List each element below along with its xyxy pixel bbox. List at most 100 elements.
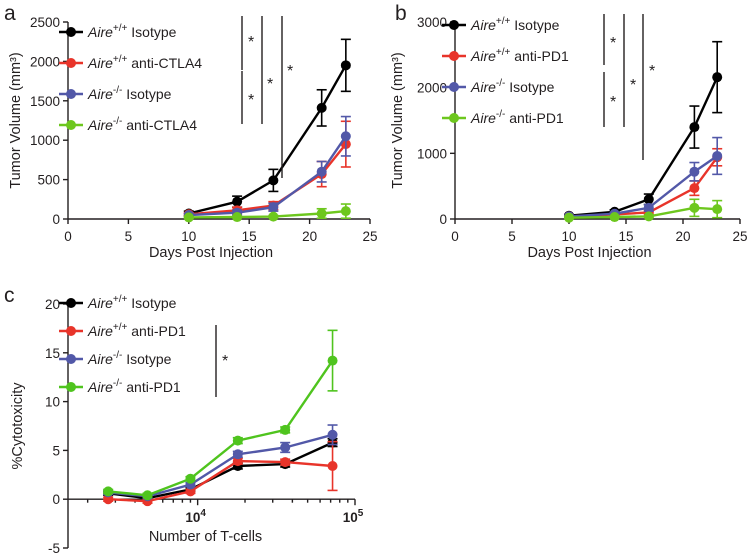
data-point xyxy=(268,211,279,222)
data-point xyxy=(643,211,654,222)
x-tick-exponent: 4 xyxy=(200,508,206,519)
legend-item: Aire-/- Isotype xyxy=(59,85,172,102)
data-point xyxy=(643,202,654,213)
y-axis-label: Tumor Volume (mm³) xyxy=(8,52,24,188)
legend-gene: Aire xyxy=(470,17,496,33)
data-point xyxy=(712,204,723,215)
y-tick-label: 1000 xyxy=(30,133,60,148)
legend-swatch-marker xyxy=(66,89,76,99)
legend-gene: Aire xyxy=(87,323,113,339)
significance-star: * xyxy=(610,94,616,111)
legend-item: Aire-/- Isotype xyxy=(442,78,555,95)
legend-genotype: +/+ xyxy=(113,23,128,34)
legend-label: Aire+/+ anti-PD1 xyxy=(470,47,569,64)
legend-genotype: +/+ xyxy=(113,294,128,305)
legend-label: Aire-/- anti-PD1 xyxy=(470,109,564,126)
x-axis-label: Number of T-cells xyxy=(149,529,262,545)
legend-treatment: anti-CTLA4 xyxy=(122,117,197,133)
legend-treatment: Isotype xyxy=(127,295,176,311)
panel-letter: a xyxy=(4,2,16,25)
y-tick-label: 0 xyxy=(52,212,60,227)
data-point xyxy=(232,196,243,207)
legend-item: Aire+/+ Isotype xyxy=(59,294,177,311)
x-tick-base: 10 xyxy=(185,510,200,525)
legend-item: Aire+/+ anti-PD1 xyxy=(59,322,186,339)
legend-gene: Aire xyxy=(470,48,496,64)
data-point xyxy=(280,457,291,468)
x-tick-label: 10 xyxy=(561,229,576,244)
data-point xyxy=(232,212,243,223)
legend-gene: Aire xyxy=(87,24,113,40)
x-tick-label: 25 xyxy=(362,229,377,244)
series-4 xyxy=(103,329,338,501)
panel-letter: c xyxy=(4,284,15,307)
data-point xyxy=(327,429,338,440)
series-4 xyxy=(564,198,723,223)
legend-item: Aire-/- Isotype xyxy=(59,350,172,367)
y-tick-label: 10 xyxy=(45,395,60,410)
legend-gene: Aire xyxy=(470,110,496,126)
significance-star: * xyxy=(267,76,273,93)
legend-label: Aire-/- Isotype xyxy=(470,78,555,95)
legend-genotype: +/+ xyxy=(113,322,128,333)
legend-treatment: anti-PD1 xyxy=(122,379,181,395)
data-point xyxy=(232,435,243,446)
legend-genotype: -/- xyxy=(113,85,122,96)
legend-treatment: Isotype xyxy=(510,17,559,33)
legend-swatch-marker xyxy=(449,20,459,30)
y-tick-label: 1500 xyxy=(30,94,60,109)
x-tick-label: 20 xyxy=(675,229,690,244)
legend-item: Aire-/- anti-CTLA4 xyxy=(59,116,197,133)
legend-gene: Aire xyxy=(470,79,496,95)
legend-item: Aire+/+ anti-PD1 xyxy=(442,47,569,64)
legend-genotype: -/- xyxy=(113,350,122,361)
data-point xyxy=(268,175,279,186)
x-tick-label: 5 xyxy=(125,229,133,244)
y-tick-label: 15 xyxy=(45,346,60,361)
x-tick-label: 0 xyxy=(64,229,72,244)
data-point xyxy=(316,166,327,177)
significance-star: * xyxy=(248,92,254,109)
legend-label: Aire-/- Isotype xyxy=(87,350,172,367)
series-4 xyxy=(183,203,351,223)
legend-genotype: +/+ xyxy=(496,47,511,58)
series-line xyxy=(108,359,334,497)
data-point xyxy=(712,150,723,161)
legend-swatch-marker xyxy=(66,354,76,364)
legend-gene: Aire xyxy=(87,351,113,367)
legend-gene: Aire xyxy=(87,379,113,395)
significance-star: * xyxy=(287,63,293,80)
series-line xyxy=(108,459,333,503)
legend-gene: Aire xyxy=(87,295,113,311)
data-point xyxy=(232,449,243,460)
y-tick-label: 2000 xyxy=(417,81,447,96)
data-series-group xyxy=(183,38,351,223)
y-axis-label: %Cytotoxicity xyxy=(10,382,26,470)
series-line xyxy=(108,433,333,498)
legend-label: Aire-/- anti-CTLA4 xyxy=(87,116,197,133)
y-tick-label: 0 xyxy=(52,492,60,507)
significance-star: * xyxy=(248,34,254,51)
significance-marks: * xyxy=(215,325,228,397)
x-tick-label: 10 xyxy=(181,229,196,244)
data-series-group xyxy=(564,40,723,223)
data-point xyxy=(316,102,327,113)
legend-label: Aire-/- anti-PD1 xyxy=(87,378,181,395)
legend-swatch-marker xyxy=(66,27,76,37)
data-point xyxy=(327,461,338,472)
legend-treatment: Isotype xyxy=(505,79,554,95)
data-point xyxy=(643,194,654,205)
data-point xyxy=(712,72,723,83)
y-tick-label: 0 xyxy=(439,212,447,227)
legend-item: Aire+/+ Isotype xyxy=(442,16,560,33)
legend-genotype: +/+ xyxy=(496,16,511,27)
data-point xyxy=(340,206,351,217)
legend-label: Aire+/+ anti-PD1 xyxy=(87,322,186,339)
legend-label: Aire+/+ Isotype xyxy=(87,23,177,40)
y-tick-label: 3000 xyxy=(417,15,447,30)
significance-marks: * * * * xyxy=(603,14,655,160)
data-point xyxy=(564,212,574,223)
